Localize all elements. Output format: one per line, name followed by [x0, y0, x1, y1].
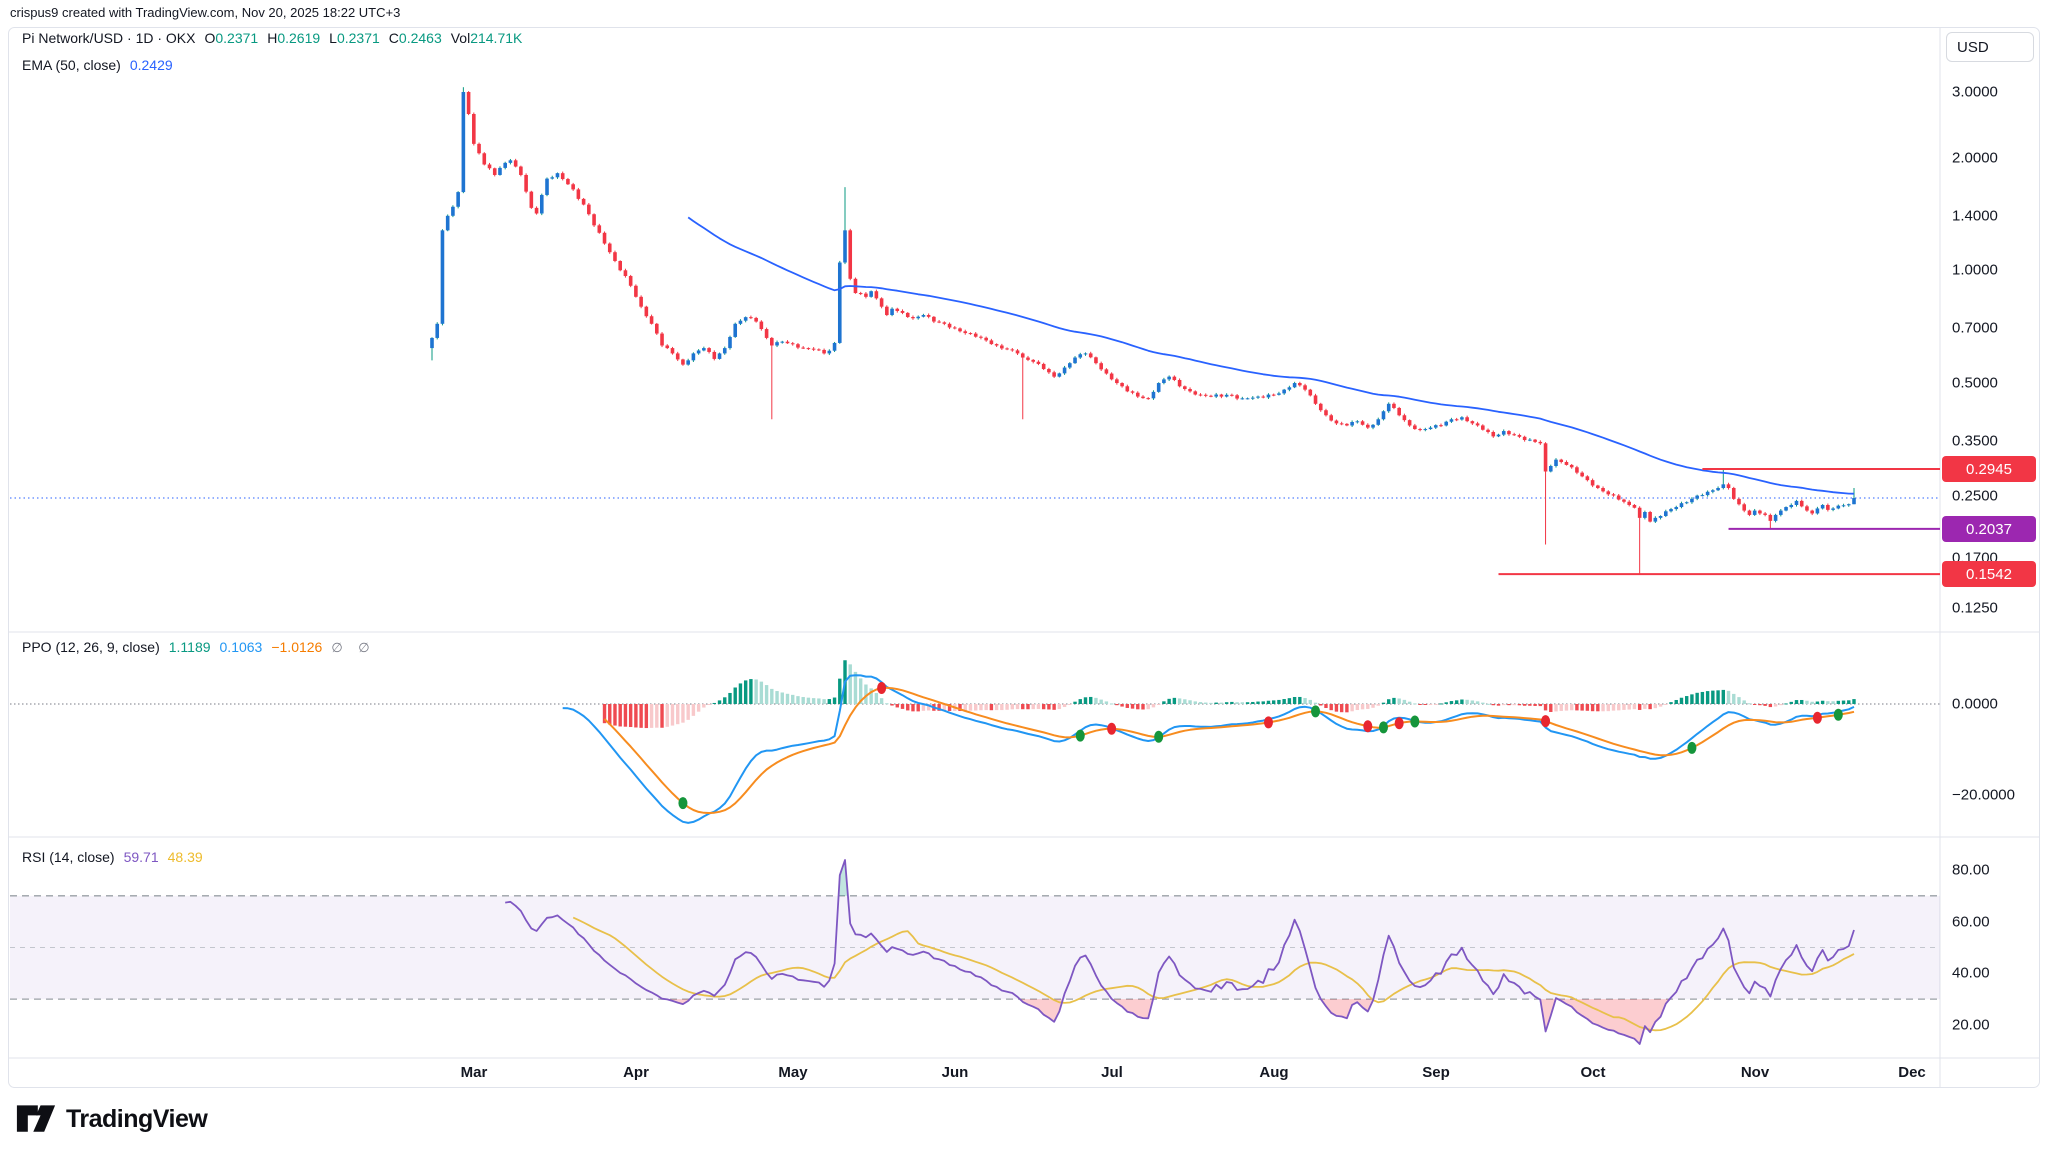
price-axis-tick: 0.1250 — [1952, 599, 1998, 617]
ppo-line-value: 0.1063 — [219, 639, 263, 655]
price-axis-tick: 1.4000 — [1952, 207, 1998, 225]
price-axis-tick: 3.0000 — [1952, 83, 1998, 101]
price-axis-tick: 1.0000 — [1952, 261, 1998, 279]
rsi-value: 59.71 — [123, 849, 159, 865]
rsi-axis-tick: 40.00 — [1952, 964, 1990, 982]
month-label-jun[interactable]: Jun — [941, 1064, 969, 1081]
rsi-label: RSI (14, close) — [22, 849, 115, 865]
month-label-mar[interactable]: Mar — [460, 1064, 488, 1081]
price-axis-tick: 0.7000 — [1952, 319, 1998, 337]
price-level-badge[interactable]: 0.1542 — [1942, 561, 2036, 587]
volume-value: Vol214.71K — [450, 30, 523, 46]
rsi-legend-row[interactable]: RSI (14, close) 59.71 48.39 — [22, 849, 203, 865]
tradingview-logo-icon — [16, 1105, 56, 1132]
ohlc-low: L0.2371 — [329, 30, 380, 46]
month-label-may[interactable]: May — [778, 1064, 808, 1081]
ohlc-close: C0.2463 — [388, 30, 442, 46]
ema-label: EMA (50, close) — [22, 57, 121, 73]
price-axis-tick: 2.0000 — [1952, 149, 1998, 167]
month-label-nov[interactable]: Nov — [1740, 1064, 1770, 1081]
ppo-hist-value: 1.1189 — [168, 639, 211, 655]
ohlc-high: H0.2619 — [267, 30, 321, 46]
ema-value: 0.2429 — [129, 57, 173, 73]
rsi-axis-tick: 60.00 — [1952, 913, 1990, 931]
month-label-oct[interactable]: Oct — [1580, 1064, 1606, 1081]
rsi-axis-tick: 20.00 — [1952, 1016, 1990, 1034]
symbol-title-row: Pi Network/USD · 1D · OKX O0.2371 H0.261… — [22, 30, 522, 46]
symbol-title[interactable]: Pi Network/USD · 1D · OKX — [22, 30, 196, 46]
price-level-badge[interactable]: 0.2037 — [1942, 516, 2036, 542]
ppo-signal-value: −1.0126 — [271, 639, 323, 655]
tradingview-logo[interactable]: TradingView — [16, 1102, 208, 1136]
month-label-aug[interactable]: Aug — [1259, 1064, 1289, 1081]
ppo-axis-tick: −20.0000 — [1952, 786, 2015, 804]
ppo-legend-row[interactable]: PPO (12, 26, 9, close) 1.1189 0.1063 −1.… — [22, 639, 376, 656]
month-label-dec[interactable]: Dec — [1898, 1064, 1926, 1081]
tradingview-logo-text: TradingView — [66, 1104, 208, 1133]
month-label-apr[interactable]: Apr — [623, 1064, 649, 1081]
currency-axis-button[interactable]: USD — [1946, 32, 2034, 62]
ppo-label: PPO (12, 26, 9, close) — [22, 639, 160, 655]
ppo-empty-icons: ∅ ∅ — [331, 640, 376, 655]
attribution-text: crispus9 created with TradingView.com, N… — [10, 5, 401, 20]
month-label-jul[interactable]: Jul — [1101, 1064, 1123, 1081]
ema-legend-row[interactable]: EMA (50, close) 0.2429 — [22, 57, 173, 73]
ohlc-open: O0.2371 — [204, 30, 259, 46]
price-axis-tick: 0.5000 — [1952, 374, 1998, 392]
price-axis-tick: 0.2500 — [1952, 487, 1998, 505]
price-axis-tick: 0.3500 — [1952, 432, 1998, 450]
ppo-axis-tick: 0.0000 — [1952, 695, 1998, 713]
month-label-sep[interactable]: Sep — [1422, 1064, 1450, 1081]
rsi-axis-tick: 80.00 — [1952, 861, 1990, 879]
rsi-ma-value: 48.39 — [167, 849, 203, 865]
price-level-badge[interactable]: 0.2945 — [1942, 456, 2036, 482]
